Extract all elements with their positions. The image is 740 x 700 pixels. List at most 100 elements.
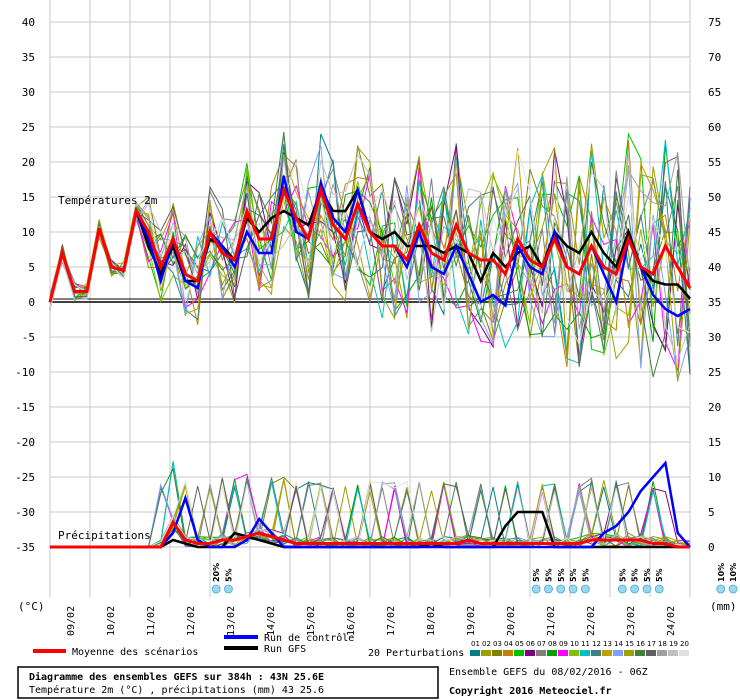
perturbation-temp-line bbox=[49, 139, 691, 364]
perturbation-number: 05 bbox=[515, 640, 524, 648]
y-left-tick-label: -15 bbox=[15, 401, 35, 414]
perturbation-swatch bbox=[580, 650, 590, 656]
gfs-legend-label: Run GFS bbox=[264, 644, 306, 655]
perturbation-swatch bbox=[679, 650, 689, 656]
y-right-tick-label: 55 bbox=[708, 156, 721, 169]
y-right-tick-label: 50 bbox=[708, 191, 721, 204]
perturbation-color-legend: 01 02 03 04 05 06 07 08 09 10 11 12 13 14 15 16 17 18 19 20 bbox=[470, 640, 689, 656]
perturbation-swatch bbox=[635, 650, 645, 656]
probability-label: 5% bbox=[569, 568, 578, 582]
perturbation-swatch bbox=[624, 650, 634, 656]
perturbation-swatch bbox=[470, 650, 480, 656]
y-right-tick-label: 25 bbox=[708, 366, 721, 379]
y-right-tick-label: 30 bbox=[708, 331, 721, 344]
y-right-tick-label: 20 bbox=[708, 401, 721, 414]
x-tick-label: 16/02 bbox=[346, 606, 357, 636]
perturbation-number: 11 bbox=[581, 640, 590, 648]
y-left-tick-label: 25 bbox=[22, 121, 35, 134]
y-right-tick-label: 65 bbox=[708, 86, 721, 99]
x-tick-label: 12/02 bbox=[186, 606, 197, 636]
y-right-tick-label: 35 bbox=[708, 296, 721, 309]
temperature-label: Températures 2m bbox=[58, 194, 158, 207]
x-tick-label: 09/02 bbox=[66, 606, 77, 636]
x-tick-label: 19/02 bbox=[466, 606, 477, 636]
perturbation-swatch bbox=[569, 650, 579, 656]
y-right-tick-label: 45 bbox=[708, 226, 721, 239]
perturbation-number: 18 bbox=[658, 640, 667, 648]
probability-labels: 20%5%5%5%5%5%5%5%5%5%5%10%10%10%5%5%20%1… bbox=[211, 563, 738, 594]
perturbation-swatch bbox=[503, 650, 513, 656]
snowflake-icon bbox=[617, 584, 627, 594]
y-left-tick-label: -10 bbox=[15, 366, 35, 379]
probability-label: 5% bbox=[618, 568, 627, 582]
series-group bbox=[48, 131, 692, 549]
snowflake-icon bbox=[716, 584, 726, 594]
x-tick-label: 21/02 bbox=[546, 606, 557, 636]
probability-label: 5% bbox=[224, 568, 233, 582]
perturbation-temp-line bbox=[49, 152, 691, 363]
footer-subtitle: Température 2m (°C) , précipitations (mm… bbox=[29, 684, 324, 696]
copyright: Copyright 2016 Meteociel.fr bbox=[449, 685, 612, 697]
probability-label: 10% bbox=[729, 563, 738, 582]
snowflake-icon bbox=[728, 584, 738, 594]
perturbations-legend-label: 20 Perturbations bbox=[368, 648, 464, 659]
snowflake-icon bbox=[531, 584, 541, 594]
probability-label: 20% bbox=[212, 563, 221, 582]
probability-label: 5% bbox=[581, 568, 590, 582]
perturbation-number: 19 bbox=[669, 640, 678, 648]
perturbation-number: 06 bbox=[526, 640, 535, 648]
perturbation-temp-line bbox=[49, 146, 691, 382]
perturbation-swatch bbox=[657, 650, 667, 656]
y-left-tick-label: -25 bbox=[15, 471, 35, 484]
perturbation-number: 16 bbox=[636, 640, 645, 648]
perturbation-swatch bbox=[613, 650, 623, 656]
probability-label: 10% bbox=[717, 563, 726, 582]
y-right-tick-label: 10 bbox=[708, 471, 721, 484]
x-tick-label: 14/02 bbox=[266, 606, 277, 636]
snowflake-icon bbox=[642, 584, 652, 594]
perturbation-number: 08 bbox=[548, 640, 557, 648]
snowflake-icon bbox=[224, 584, 233, 594]
perturbation-swatch bbox=[602, 650, 612, 656]
x-tick-label: 24/02 bbox=[666, 606, 677, 636]
perturbation-temp-line bbox=[49, 131, 691, 378]
mean-legend-label: Moyenne des scénarios bbox=[72, 646, 198, 658]
probability-label: 5% bbox=[532, 568, 541, 582]
perturbation-number: 04 bbox=[504, 640, 513, 648]
y-left-tick-label: 35 bbox=[22, 51, 35, 64]
x-tick-label: 15/02 bbox=[306, 606, 317, 636]
y-left-tick-label: -35 bbox=[15, 541, 35, 554]
x-tick-label: 20/02 bbox=[506, 606, 517, 636]
control-legend-label: Run de contrôle bbox=[264, 632, 354, 644]
perturbation-swatch bbox=[646, 650, 656, 656]
y-right-tick-label: 70 bbox=[708, 51, 721, 64]
perturbation-swatch bbox=[492, 650, 502, 656]
y-right-tick-label: 75 bbox=[708, 16, 721, 29]
y-right-tick-label: 40 bbox=[708, 261, 721, 274]
perturbation-number: 13 bbox=[603, 640, 612, 648]
snowflake-icon bbox=[580, 584, 590, 594]
x-tick-label: 11/02 bbox=[146, 606, 157, 636]
y-axis-left-labels: 40 35 30 25 20 15 10 5 0 -5 -10 -15 -20 -25 -30 -35 bbox=[15, 16, 35, 554]
precipitation-label: Précipitations bbox=[58, 529, 151, 542]
y-left-tick-label: 30 bbox=[22, 86, 35, 99]
x-axis-labels: 09/02 10/02 11/02 12/02 13/02 14/02 15/02 16/02… bbox=[66, 606, 677, 636]
perturbation-temp-line bbox=[49, 144, 691, 342]
perturbation-number: 09 bbox=[559, 640, 568, 648]
perturbation-number: 15 bbox=[625, 640, 634, 648]
perturbation-number: 02 bbox=[482, 640, 491, 648]
snowflake-icon bbox=[630, 584, 640, 594]
mean-precip-line bbox=[50, 519, 690, 549]
perturbation-number: 03 bbox=[493, 640, 502, 648]
perturbation-swatch bbox=[547, 650, 557, 656]
snowflake-icon bbox=[568, 584, 578, 594]
y-left-tick-label: 40 bbox=[22, 16, 35, 29]
x-tick-label: 10/02 bbox=[106, 606, 117, 636]
snowflake-icon bbox=[544, 584, 553, 594]
probability-label: 5% bbox=[544, 568, 553, 582]
y-left-tick-label: -30 bbox=[15, 506, 35, 519]
perturbation-number: 17 bbox=[647, 640, 656, 648]
perturbation-swatch bbox=[668, 650, 678, 656]
ensemble-info: Ensemble GEFS du 08/02/2016 - 06Z bbox=[449, 667, 648, 678]
